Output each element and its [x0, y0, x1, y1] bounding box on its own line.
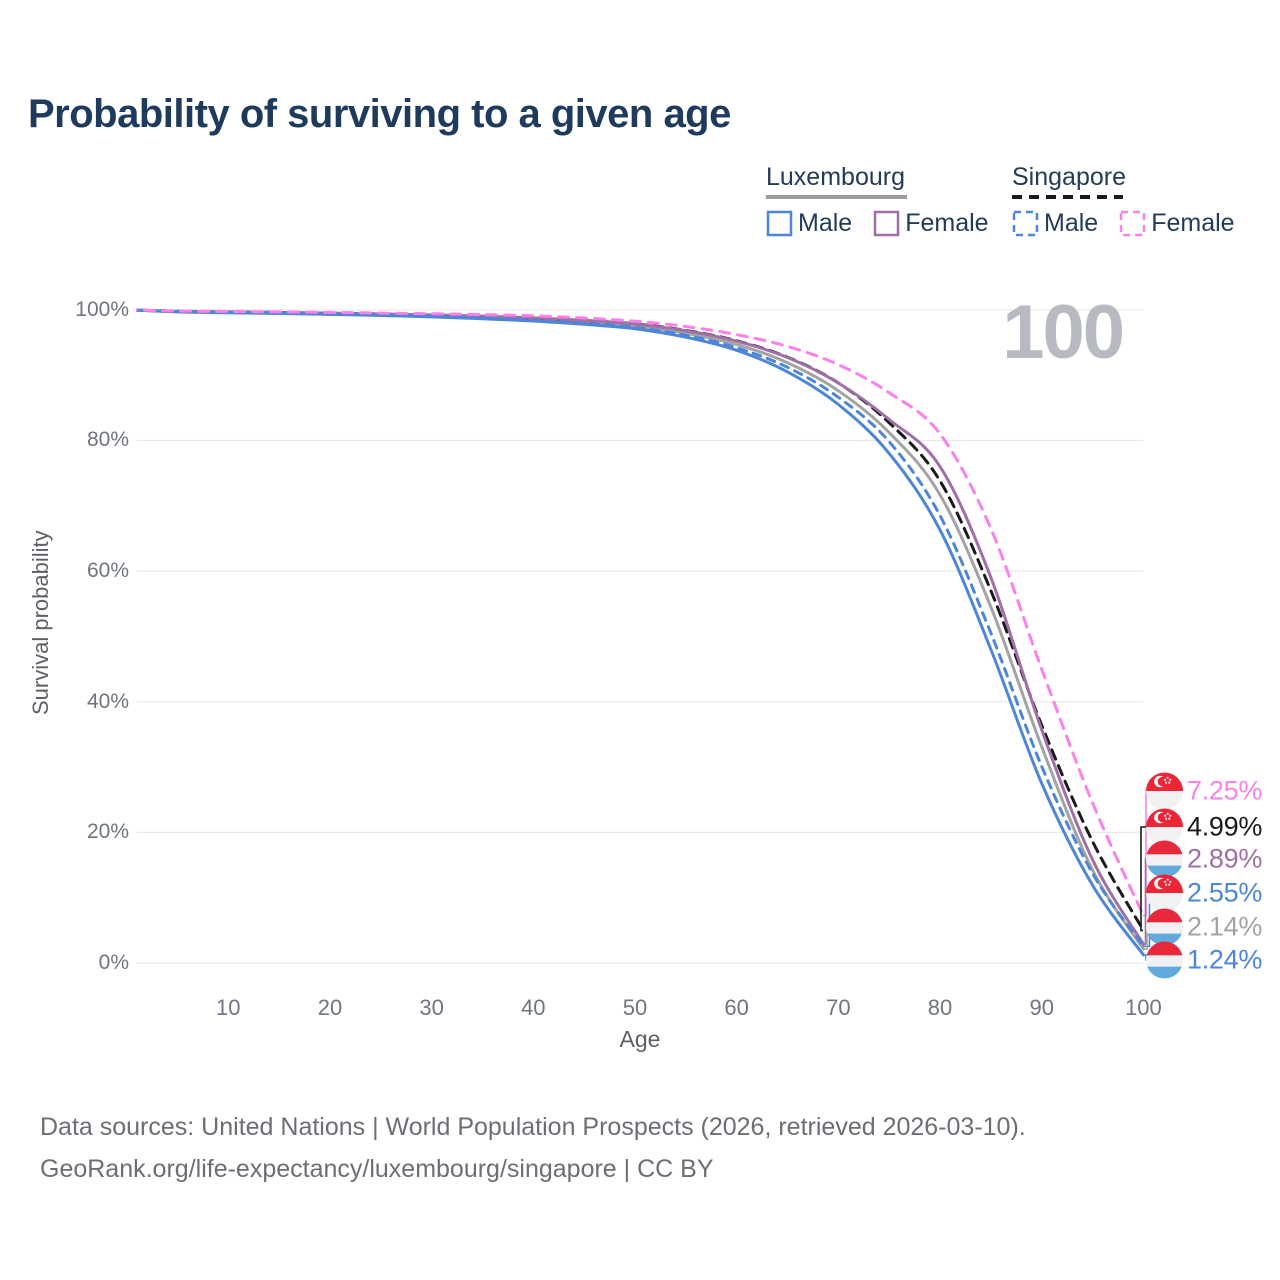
legend-item-luxembourg-female[interactable]: Female — [873, 209, 989, 237]
x-tick-label: 100 — [1125, 995, 1162, 1020]
x-tick-label: 10 — [216, 995, 241, 1020]
luxembourg-female-swatch-icon — [873, 210, 900, 237]
singapore-flag-icon — [1146, 874, 1183, 912]
series-line-singapore-both-sexes — [136, 308, 1145, 932]
y-tick-label: 0% — [98, 951, 129, 974]
luxembourg-flag-icon — [1146, 941, 1183, 979]
footer: Data sources: United Nations | World Pop… — [40, 1106, 1026, 1190]
luxembourg-male-swatch-icon — [766, 210, 793, 237]
legend-country-label: Singapore — [1012, 163, 1126, 191]
end-value-label-singapore-both-sexes: 4.99% — [1146, 808, 1263, 846]
x-tick-label: 90 — [1029, 995, 1054, 1020]
end-value-text: 2.89% — [1187, 843, 1263, 874]
x-tick-label: 20 — [317, 995, 343, 1020]
footer-sources-line: Data sources: United Nations | World Pop… — [40, 1113, 1026, 1141]
survival-chart-canvas — [136, 308, 1152, 964]
y-tick-label: 100% — [75, 297, 129, 321]
y-tick-label: 60% — [86, 559, 129, 583]
singapore-line-style-sample — [1012, 195, 1123, 199]
y-tick-label: 40% — [86, 689, 129, 713]
legend-item-singapore-male[interactable]: Male — [1012, 210, 1098, 237]
page-title: Probability of surviving to a given age — [28, 92, 731, 136]
legend-country-luxembourg[interactable]: Luxembourg — [766, 163, 989, 199]
legend-group-singapore: Singapore Male Female — [1012, 163, 1235, 237]
series-line-singapore-female — [136, 308, 1145, 918]
x-tick-label: 60 — [724, 995, 749, 1020]
end-value-text: 1.24% — [1187, 944, 1263, 975]
end-value-text: 4.99% — [1187, 811, 1263, 842]
x-axis-title: Age — [619, 1026, 661, 1052]
singapore-flag-icon — [1146, 808, 1183, 846]
end-value-label-luxembourg-male: 1.24% — [1146, 941, 1263, 979]
legend-item-singapore-female[interactable]: Female — [1119, 209, 1235, 237]
end-value-text: 7.25% — [1187, 775, 1263, 806]
luxembourg-line-style-sample — [766, 195, 907, 199]
legend-item-label: Female — [905, 209, 989, 237]
x-tick-label: 40 — [521, 995, 546, 1020]
legend-item-label: Male — [798, 209, 853, 237]
legend-country-label: Luxembourg — [766, 163, 905, 191]
end-value-label-luxembourg-both-sexes: 2.14% — [1146, 908, 1263, 946]
series-line-singapore-male — [136, 308, 1145, 948]
x-tick-label: 30 — [419, 995, 444, 1020]
end-value-label-luxembourg-female: 2.89% — [1146, 840, 1263, 878]
legend-group-luxembourg: Luxembourg Male Female — [766, 163, 989, 237]
legend-item-label: Female — [1151, 209, 1235, 237]
singapore-flag-icon — [1146, 772, 1183, 810]
legend-country-singapore[interactable]: Singapore — [1012, 163, 1235, 199]
age-counter-watermark: 100 — [1002, 290, 1125, 375]
end-value-text: 2.55% — [1187, 877, 1263, 908]
x-tick-label: 80 — [927, 995, 953, 1020]
y-tick-label: 80% — [86, 428, 129, 452]
x-tick-label: 70 — [826, 995, 851, 1020]
y-axis-title: Survival probability — [28, 530, 53, 716]
end-value-label-singapore-male: 2.55% — [1146, 874, 1263, 912]
end-value-text: 2.14% — [1187, 911, 1263, 942]
footer-url-line: GeoRank.org/life-expectancy/luxembourg/s… — [40, 1155, 714, 1183]
legend-item-luxembourg-male[interactable]: Male — [766, 210, 852, 237]
legend-item-label: Male — [1044, 209, 1099, 237]
luxembourg-flag-icon — [1146, 908, 1183, 946]
end-value-label-singapore-female: 7.25% — [1146, 772, 1263, 810]
luxembourg-flag-icon — [1146, 840, 1183, 878]
series-line-luxembourg-female — [136, 308, 1145, 946]
x-tick-label: 50 — [622, 995, 648, 1020]
y-tick-label: 20% — [86, 820, 129, 844]
